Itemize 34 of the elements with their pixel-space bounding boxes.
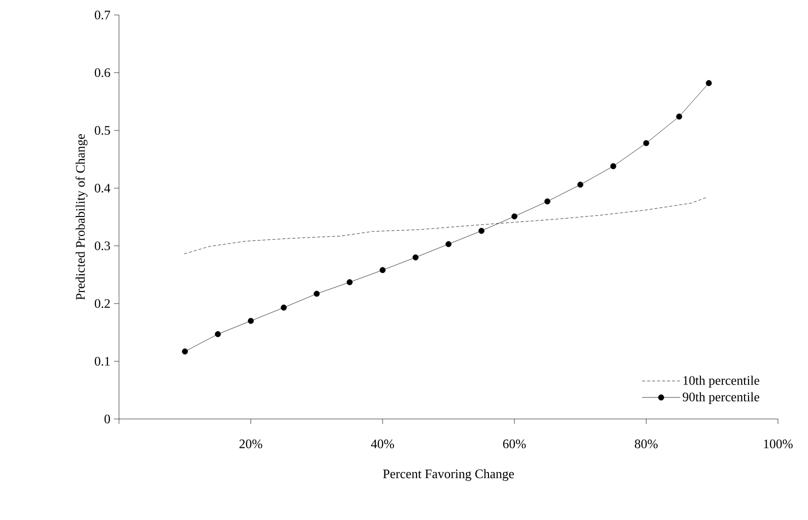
point — [280, 304, 287, 311]
point — [610, 163, 616, 170]
y-tick-label: 0.1 — [94, 356, 110, 366]
point — [544, 198, 550, 204]
point — [478, 228, 484, 234]
point — [314, 290, 320, 297]
legend-label: 90th percentile — [682, 392, 760, 404]
y-tick-label: 0.2 — [94, 299, 110, 308]
x-axis-title: Percent Favoring Change — [383, 469, 514, 481]
point — [182, 348, 188, 354]
x-tick-label: 60% — [503, 440, 526, 448]
y-tick-label: 0.7 — [94, 10, 110, 20]
point — [214, 331, 221, 338]
y-tick-label: 0.6 — [94, 68, 110, 78]
point — [248, 318, 254, 324]
point — [676, 114, 682, 120]
point — [643, 140, 650, 146]
x-tick-label: 80% — [634, 440, 658, 448]
legend-label: 10th percentile — [683, 376, 760, 388]
x-tick-label: 20% — [240, 440, 262, 448]
y-tick-label: 0.3 — [94, 241, 110, 250]
y-tick-label: 0.4 — [94, 184, 110, 193]
x-tick-label: 40% — [370, 440, 394, 448]
point — [380, 267, 386, 274]
y-tick-label: 0.5 — [94, 126, 110, 135]
point — [346, 279, 353, 286]
point — [412, 254, 419, 260]
x-tick-label: 100% — [764, 440, 793, 448]
point — [577, 182, 584, 188]
point — [511, 213, 518, 220]
y-tick-label: 0 — [104, 414, 110, 424]
point — [706, 80, 712, 86]
y-axis-title: Predicted Probability of Change — [76, 134, 88, 300]
point — [446, 241, 452, 248]
